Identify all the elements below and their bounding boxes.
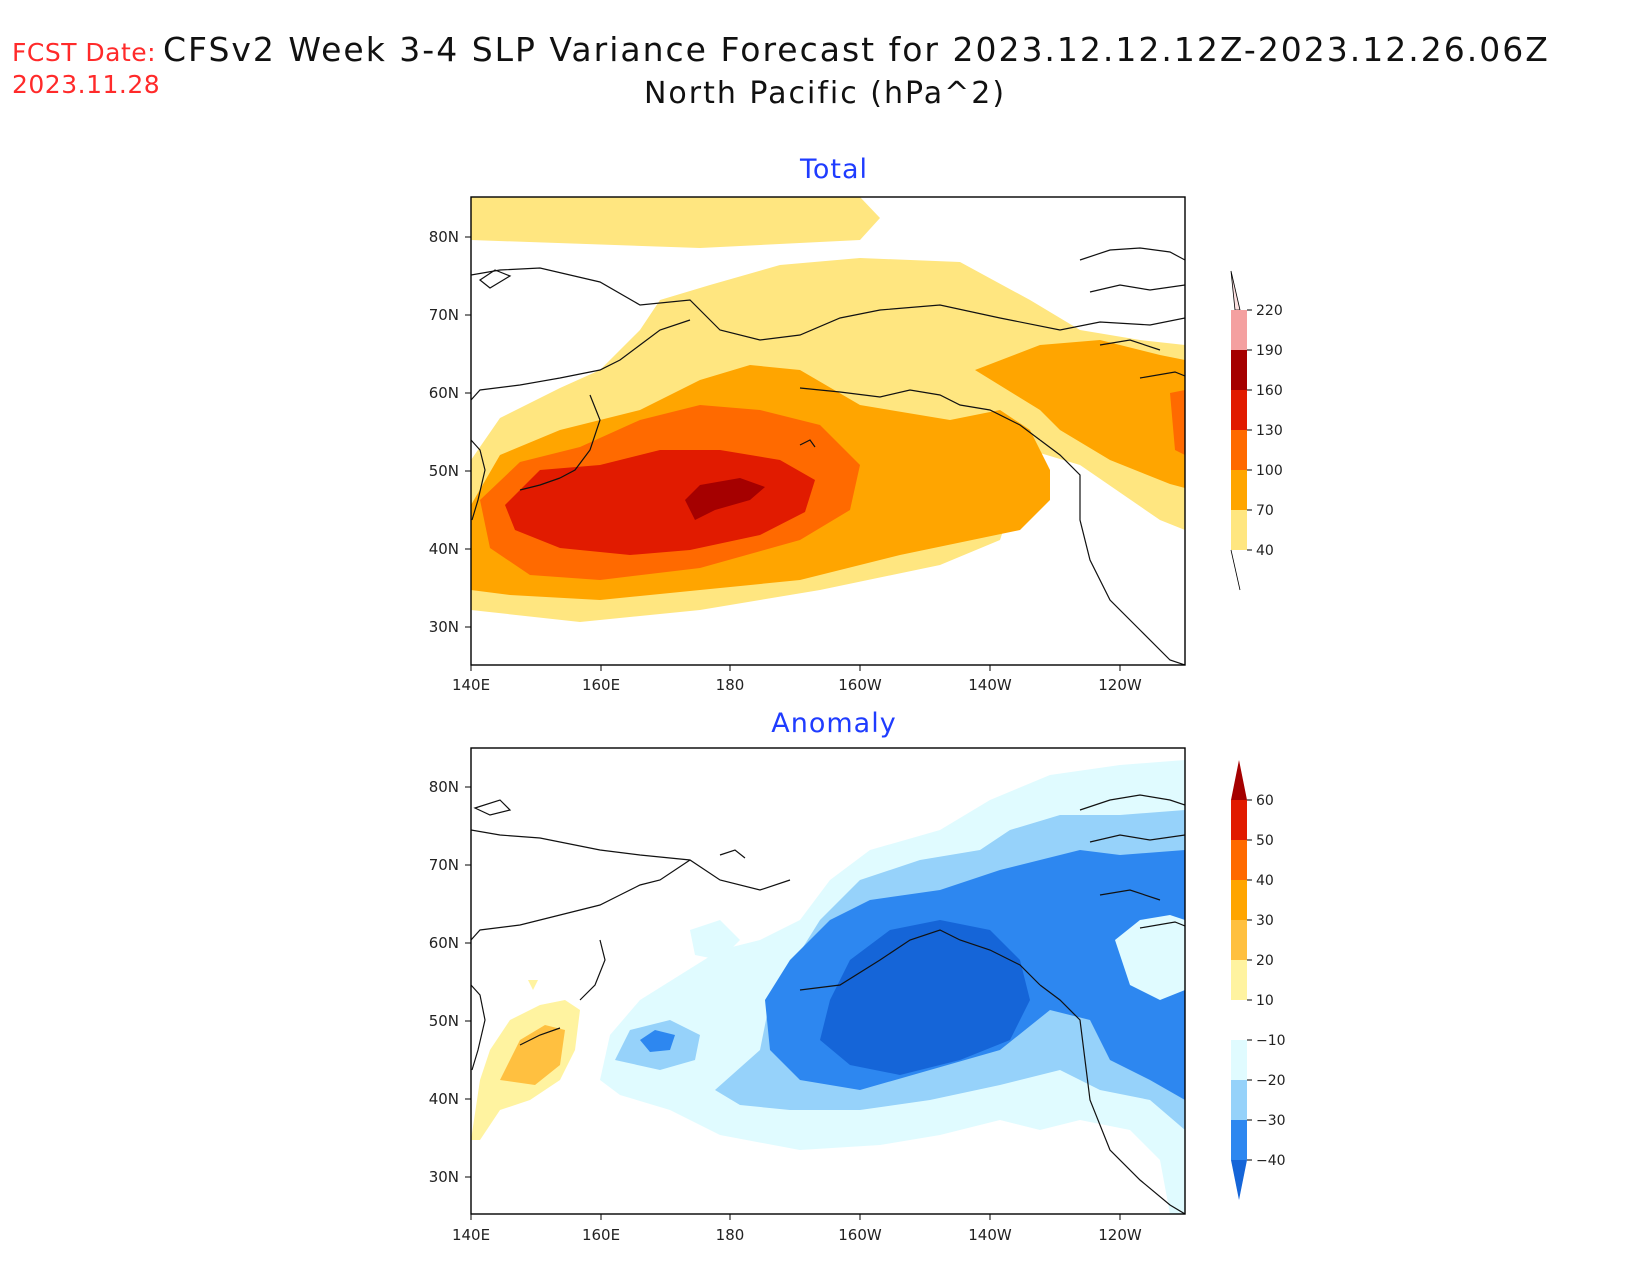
total-contours: [471, 197, 1185, 665]
anomaly-lon-label: 180: [716, 1226, 745, 1244]
total-colorbar-swatch: [1231, 310, 1247, 350]
anomaly-colorbar-label: −30: [1256, 1113, 1286, 1129]
anomaly-colorbar-swatch: [1231, 1120, 1247, 1160]
total-colorbar-label: 220: [1256, 303, 1283, 319]
anomaly-lat-label: 30N: [429, 1168, 459, 1186]
anomaly-lon-label: 140W: [968, 1226, 1012, 1244]
anomaly-colorbar-swatch: [1231, 800, 1247, 840]
anomaly-lat-label: 50N: [429, 1012, 459, 1030]
anomaly-map-frame: [470, 747, 1186, 1215]
anomaly-contours: [471, 760, 1185, 1214]
anomaly-colorbar-top-cap: [1231, 760, 1247, 800]
anomaly-axes: 80N 70N 60N 50N 40N 30N 140E 160E 180 16…: [429, 778, 1142, 1244]
total-colorbar-swatch: [1231, 430, 1247, 470]
main-title: CFSv2 Week 3-4 SLP Variance Forecast for…: [163, 30, 1550, 69]
anomaly-colorbar-label: 30: [1256, 913, 1274, 929]
total-lon-label: 160E: [582, 676, 620, 694]
anomaly-colorbar-label: 20: [1256, 953, 1274, 969]
anomaly-lon-label: 160W: [838, 1226, 882, 1244]
anomaly-lat-label: 40N: [429, 1090, 459, 1108]
anomaly-colorbar-label: −40: [1256, 1153, 1286, 1169]
total-lat-label: 80N: [429, 228, 459, 246]
total-colorbar-label: 160: [1256, 383, 1283, 399]
total-colorbar-top-cap: [1230, 270, 1241, 311]
anomaly-colorbar-swatch: [1231, 840, 1247, 880]
anomaly-colorbar-swatch: [1231, 1040, 1247, 1080]
total-colorbar-swatch: [1231, 470, 1247, 510]
total-colorbar-label: 70: [1256, 503, 1274, 519]
total-colorbar-swatch: [1231, 510, 1247, 550]
total-lon-label: 180: [716, 676, 745, 694]
anomaly-colorbar-swatch: [1231, 1080, 1247, 1120]
forecast-date-label: FCST Date:: [12, 38, 157, 67]
anomaly-colorbar-swatch: [1231, 920, 1247, 960]
total-colorbar-swatch: [1231, 390, 1247, 430]
total-colorbar-bottom-cap: [1230, 549, 1241, 591]
forecast-date-value: 2023.11.28: [12, 70, 161, 99]
anomaly-lat-label: 60N: [429, 934, 459, 952]
total-colorbar-label: 130: [1256, 423, 1283, 439]
total-colorbar-label: 100: [1256, 463, 1283, 479]
total-map-frame: [470, 196, 1186, 666]
total-colorbar: 220 190 160 130 100 70 40: [1230, 270, 1283, 591]
anomaly-lat-label: 70N: [429, 856, 459, 874]
total-lat-label: 50N: [429, 462, 459, 480]
anomaly-colorbar-swatch: [1231, 1000, 1247, 1040]
total-map: [470, 196, 1186, 666]
total-lon-label: 160W: [838, 676, 882, 694]
anomaly-lon-label: 120W: [1098, 1226, 1142, 1244]
total-lon-label: 140E: [452, 676, 490, 694]
anomaly-colorbar-label: −10: [1256, 1033, 1286, 1049]
anomaly-colorbar-label: 50: [1256, 833, 1274, 849]
total-lat-label: 40N: [429, 540, 459, 558]
total-lon-label: 120W: [1098, 676, 1142, 694]
total-lat-label: 30N: [429, 618, 459, 636]
anomaly-colorbar-bottom-cap: [1231, 1160, 1247, 1200]
anomaly-lon-label: 160E: [582, 1226, 620, 1244]
anomaly-colorbar-label: 60: [1256, 793, 1274, 809]
total-lon-label: 140W: [968, 676, 1012, 694]
panel-title-total: Total: [799, 154, 869, 185]
anomaly-colorbar-label: 10: [1256, 993, 1274, 1009]
panel-title-anomaly: Anomaly: [771, 708, 897, 739]
total-colorbar-label: 190: [1256, 343, 1283, 359]
anomaly-lon-label: 140E: [452, 1226, 490, 1244]
anomaly-colorbar-label: −20: [1256, 1073, 1286, 1089]
anomaly-colorbar-label: 40: [1256, 873, 1274, 889]
anomaly-map: [470, 747, 1186, 1215]
anomaly-colorbar: 60 50 40 30 20 10 −10 −20 −30 −40: [1231, 760, 1286, 1200]
main-subtitle: North Pacific (hPa^2): [643, 76, 1007, 111]
anomaly-colorbar-swatch: [1231, 880, 1247, 920]
anomaly-lat-label: 80N: [429, 778, 459, 796]
total-lat-label: 60N: [429, 384, 459, 402]
total-lat-label: 70N: [429, 306, 459, 324]
total-axes: 80N 70N 60N 50N 40N 30N 140E 160E 180 16…: [429, 228, 1142, 694]
anomaly-colorbar-swatch: [1231, 960, 1247, 1000]
total-colorbar-label: 40: [1256, 543, 1274, 559]
total-colorbar-swatch: [1231, 350, 1247, 390]
